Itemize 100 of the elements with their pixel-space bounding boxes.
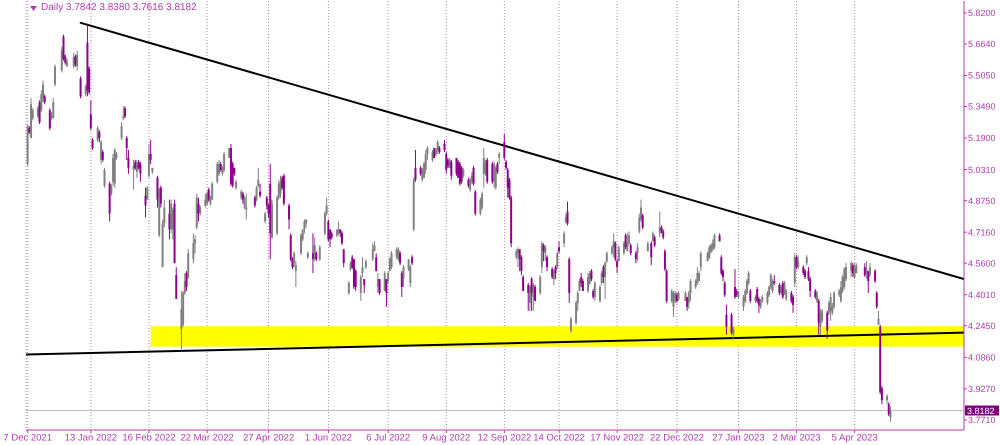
y-tick-label: 5.1900: [968, 133, 996, 144]
candlestick: [264, 211, 266, 224]
candlestick: [612, 232, 615, 258]
candlestick: [402, 264, 405, 288]
candlestick: [76, 50, 78, 72]
candlestick: [462, 167, 464, 178]
candlestick: [148, 144, 150, 178]
candlestick: [760, 298, 762, 310]
candlestick: [445, 151, 448, 174]
candlestick: [498, 151, 500, 164]
candlestick: [146, 185, 148, 200]
candlestick: [580, 272, 582, 288]
candlestick: [208, 187, 210, 202]
candlestick: [124, 106, 126, 119]
candlestick: [700, 250, 702, 272]
candlestick: [646, 240, 649, 252]
candlestick: [554, 264, 557, 280]
y-tick-label: 5.6640: [968, 39, 996, 50]
candlestick: [570, 316, 572, 334]
x-tick-label: 14 Oct 2022: [533, 432, 585, 444]
candlestick: [242, 191, 244, 204]
candlestick: [52, 98, 54, 119]
y-tick-label: 5.8200: [968, 8, 996, 18]
candlestick: [773, 274, 776, 286]
candlestick: [450, 159, 452, 180]
candlestick: [868, 262, 871, 278]
x-tick-label: 16 Feb 2022: [122, 432, 176, 444]
candlestick: [563, 230, 566, 248]
candlestick: [636, 242, 639, 262]
candlestick: [528, 284, 531, 312]
candlestick: [546, 254, 548, 272]
candlestick: [300, 232, 302, 256]
candlestick: [338, 220, 340, 236]
candlestick: [472, 165, 475, 186]
candlestick: [530, 276, 533, 312]
candlestick: [630, 242, 632, 256]
candlestick: [150, 140, 152, 164]
candlestick: [522, 274, 524, 292]
candlestick: [348, 280, 350, 296]
candlestick: [734, 268, 736, 300]
y-tick-label: 4.0860: [968, 352, 996, 363]
y-tick-label: 4.7160: [968, 227, 996, 238]
x-tick-label: 22 Mar 2022: [180, 432, 234, 444]
candlestick: [806, 254, 808, 266]
candlestick: [396, 246, 398, 260]
candlestick: [540, 240, 543, 274]
candlestick: [888, 402, 890, 417]
candlestick: [120, 122, 123, 141]
candlestick: [98, 130, 100, 143]
candlestick: [84, 84, 87, 97]
candlestick: [60, 46, 63, 73]
candlestick: [399, 250, 402, 266]
y-tick-label: 5.0310: [968, 164, 996, 175]
candlestick: [92, 138, 94, 150]
x-tick-label: 13 Jan 2022: [64, 432, 118, 444]
candlestick: [874, 268, 876, 284]
candlestick: [54, 64, 56, 87]
candlestick: [235, 179, 238, 190]
candlestick: [493, 161, 496, 188]
x-tick-label: 7 Dec 2021: [3, 432, 52, 444]
candlestick: [494, 165, 497, 190]
candlestick: [780, 284, 782, 296]
candlestick: [642, 213, 644, 230]
candlestick: [90, 100, 92, 131]
candlestick: [342, 248, 345, 268]
candlestick: [192, 232, 194, 264]
candlestick: [518, 248, 521, 272]
candlestick: [363, 278, 366, 294]
x-tick-label: 12 Sep 2022: [477, 432, 532, 444]
candlestick: [826, 310, 828, 340]
candlestick: [288, 203, 290, 230]
candlestick: [364, 258, 367, 270]
candlestick: [254, 195, 256, 208]
y-tick-label: 3.7710: [968, 415, 996, 426]
candlestick: [38, 100, 41, 125]
candlestick: [725, 304, 728, 336]
candlestick: [240, 189, 242, 200]
candlestick: [749, 288, 752, 304]
candlestick: [650, 240, 652, 266]
candlestick: [318, 244, 321, 262]
x-tick-label: 22 Dec 2022: [650, 432, 704, 444]
y-tick-label: 4.5600: [968, 258, 996, 268]
candlestick: [590, 268, 592, 282]
candlestick: [378, 278, 381, 296]
candlestick: [411, 254, 414, 266]
candlestick: [732, 326, 734, 340]
candlestick: [385, 278, 388, 308]
candlestick: [448, 157, 451, 168]
x-tick-label: 9 Aug 2022: [422, 432, 470, 444]
candlestick: [804, 268, 806, 280]
candlestick: [139, 161, 142, 182]
candlestick: [877, 310, 880, 326]
candlestick: [539, 274, 542, 296]
candlestick: [44, 94, 46, 105]
x-tick-label: 2 Mar 2023: [772, 432, 821, 444]
x-tick-label: 5 Apr 2023: [832, 432, 878, 444]
y-tick-label: 4.4010: [968, 290, 996, 300]
candlestick: [245, 193, 248, 220]
candlestick: [618, 244, 620, 262]
candlestick: [626, 232, 628, 252]
